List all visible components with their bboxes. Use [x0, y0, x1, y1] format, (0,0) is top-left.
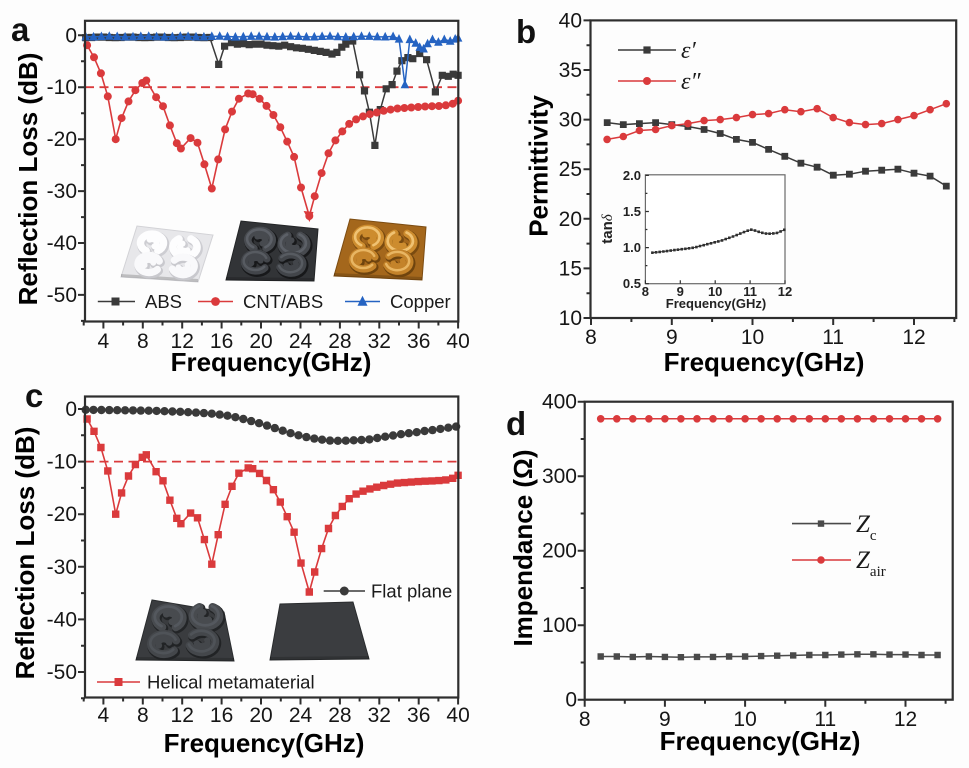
svg-text:24: 24 [289, 330, 313, 353]
svg-text:ABS: ABS [145, 291, 182, 312]
svg-text:36: 36 [407, 330, 430, 353]
svg-text:11: 11 [814, 708, 836, 731]
svg-text:10: 10 [559, 307, 582, 330]
svg-text:-40: -40 [47, 232, 77, 255]
svg-text:0: 0 [565, 689, 577, 712]
svg-text:9: 9 [666, 326, 678, 349]
svg-text:d: d [506, 405, 526, 442]
svg-text:0: 0 [65, 398, 77, 421]
svg-text:Frequency(GHz): Frequency(GHz) [664, 347, 865, 377]
svg-text:11: 11 [743, 284, 757, 299]
svg-text:CNT/ABS: CNT/ABS [243, 291, 323, 312]
svg-text:-50: -50 [47, 284, 77, 307]
svg-text:400: 400 [542, 391, 577, 414]
svg-text:Reflection Loss (dB): Reflection Loss (dB) [13, 53, 43, 306]
svg-text:10: 10 [741, 326, 764, 349]
svg-text:Helical metamaterial: Helical metamaterial [147, 672, 315, 693]
svg-text:a: a [11, 11, 30, 48]
svg-text:-50: -50 [47, 661, 77, 684]
svg-text:30: 30 [559, 109, 582, 132]
svg-text:8: 8 [642, 284, 649, 299]
svg-text:-10: -10 [47, 451, 77, 474]
svg-text:8: 8 [137, 330, 149, 353]
svg-text:12: 12 [171, 330, 194, 353]
svg-text:8: 8 [579, 708, 591, 731]
svg-text:2.0: 2.0 [623, 168, 641, 183]
svg-text:24: 24 [289, 704, 313, 727]
svg-text:12: 12 [171, 704, 194, 727]
svg-text:Flat plane: Flat plane [371, 581, 452, 602]
svg-text:20: 20 [559, 208, 582, 231]
svg-text:28: 28 [328, 704, 351, 727]
svg-text:-30: -30 [47, 556, 77, 579]
svg-text:0: 0 [65, 24, 77, 47]
svg-text:Reflection Loss (dB): Reflection Loss (dB) [10, 427, 40, 680]
svg-text:1.0: 1.0 [623, 240, 641, 255]
svg-text:Copper: Copper [390, 291, 451, 312]
svg-text:10: 10 [708, 284, 722, 299]
svg-text:40: 40 [446, 330, 469, 353]
svg-text:200: 200 [542, 540, 577, 563]
svg-text:-30: -30 [47, 180, 77, 203]
svg-text:40: 40 [446, 704, 469, 727]
svg-text:-10: -10 [47, 76, 77, 99]
svg-text:c: c [25, 377, 43, 414]
svg-text:Frequency(GHz): Frequency(GHz) [171, 347, 372, 377]
svg-text:25: 25 [559, 158, 582, 181]
svg-text:35: 35 [559, 59, 582, 82]
svg-text:36: 36 [407, 704, 430, 727]
svg-text:-40: -40 [47, 608, 77, 631]
svg-text:ε″: ε″ [681, 69, 701, 95]
svg-text:tanδ: tanδ [599, 213, 616, 244]
svg-text:300: 300 [542, 465, 577, 488]
svg-text:b: b [516, 13, 536, 50]
svg-text:100: 100 [542, 614, 577, 637]
svg-text:28: 28 [328, 330, 351, 353]
svg-text:20: 20 [249, 330, 272, 353]
svg-text:9: 9 [659, 708, 671, 731]
svg-text:12: 12 [902, 326, 925, 349]
svg-text:20: 20 [249, 704, 272, 727]
svg-text:40: 40 [559, 9, 582, 32]
svg-text:Frequency(GHz): Frequency(GHz) [164, 728, 365, 758]
svg-text:8: 8 [585, 326, 597, 349]
svg-text:32: 32 [368, 704, 391, 727]
svg-text:16: 16 [210, 704, 233, 727]
svg-text:12: 12 [778, 284, 792, 299]
svg-text:4: 4 [98, 704, 110, 727]
svg-text:1.5: 1.5 [623, 204, 641, 219]
svg-text:Impendance (Ω): Impendance (Ω) [508, 449, 538, 646]
svg-text:Frequency(GHz): Frequency(GHz) [660, 726, 861, 756]
svg-text:16: 16 [210, 330, 233, 353]
svg-text:Permittivity: Permittivity [524, 95, 554, 237]
svg-text:32: 32 [368, 330, 391, 353]
svg-text:-20: -20 [47, 128, 77, 151]
svg-text:15: 15 [559, 257, 582, 280]
svg-text:-20: -20 [47, 503, 77, 526]
svg-text:Frequency(GHz): Frequency(GHz) [666, 296, 766, 311]
svg-text:11: 11 [822, 326, 844, 349]
svg-text:9: 9 [677, 284, 684, 299]
svg-text:12: 12 [894, 708, 917, 731]
svg-text:4: 4 [98, 330, 110, 353]
svg-text:ε′: ε′ [681, 38, 696, 64]
svg-text:0.5: 0.5 [623, 276, 641, 291]
svg-text:8: 8 [137, 704, 149, 727]
svg-text:10: 10 [733, 708, 756, 731]
